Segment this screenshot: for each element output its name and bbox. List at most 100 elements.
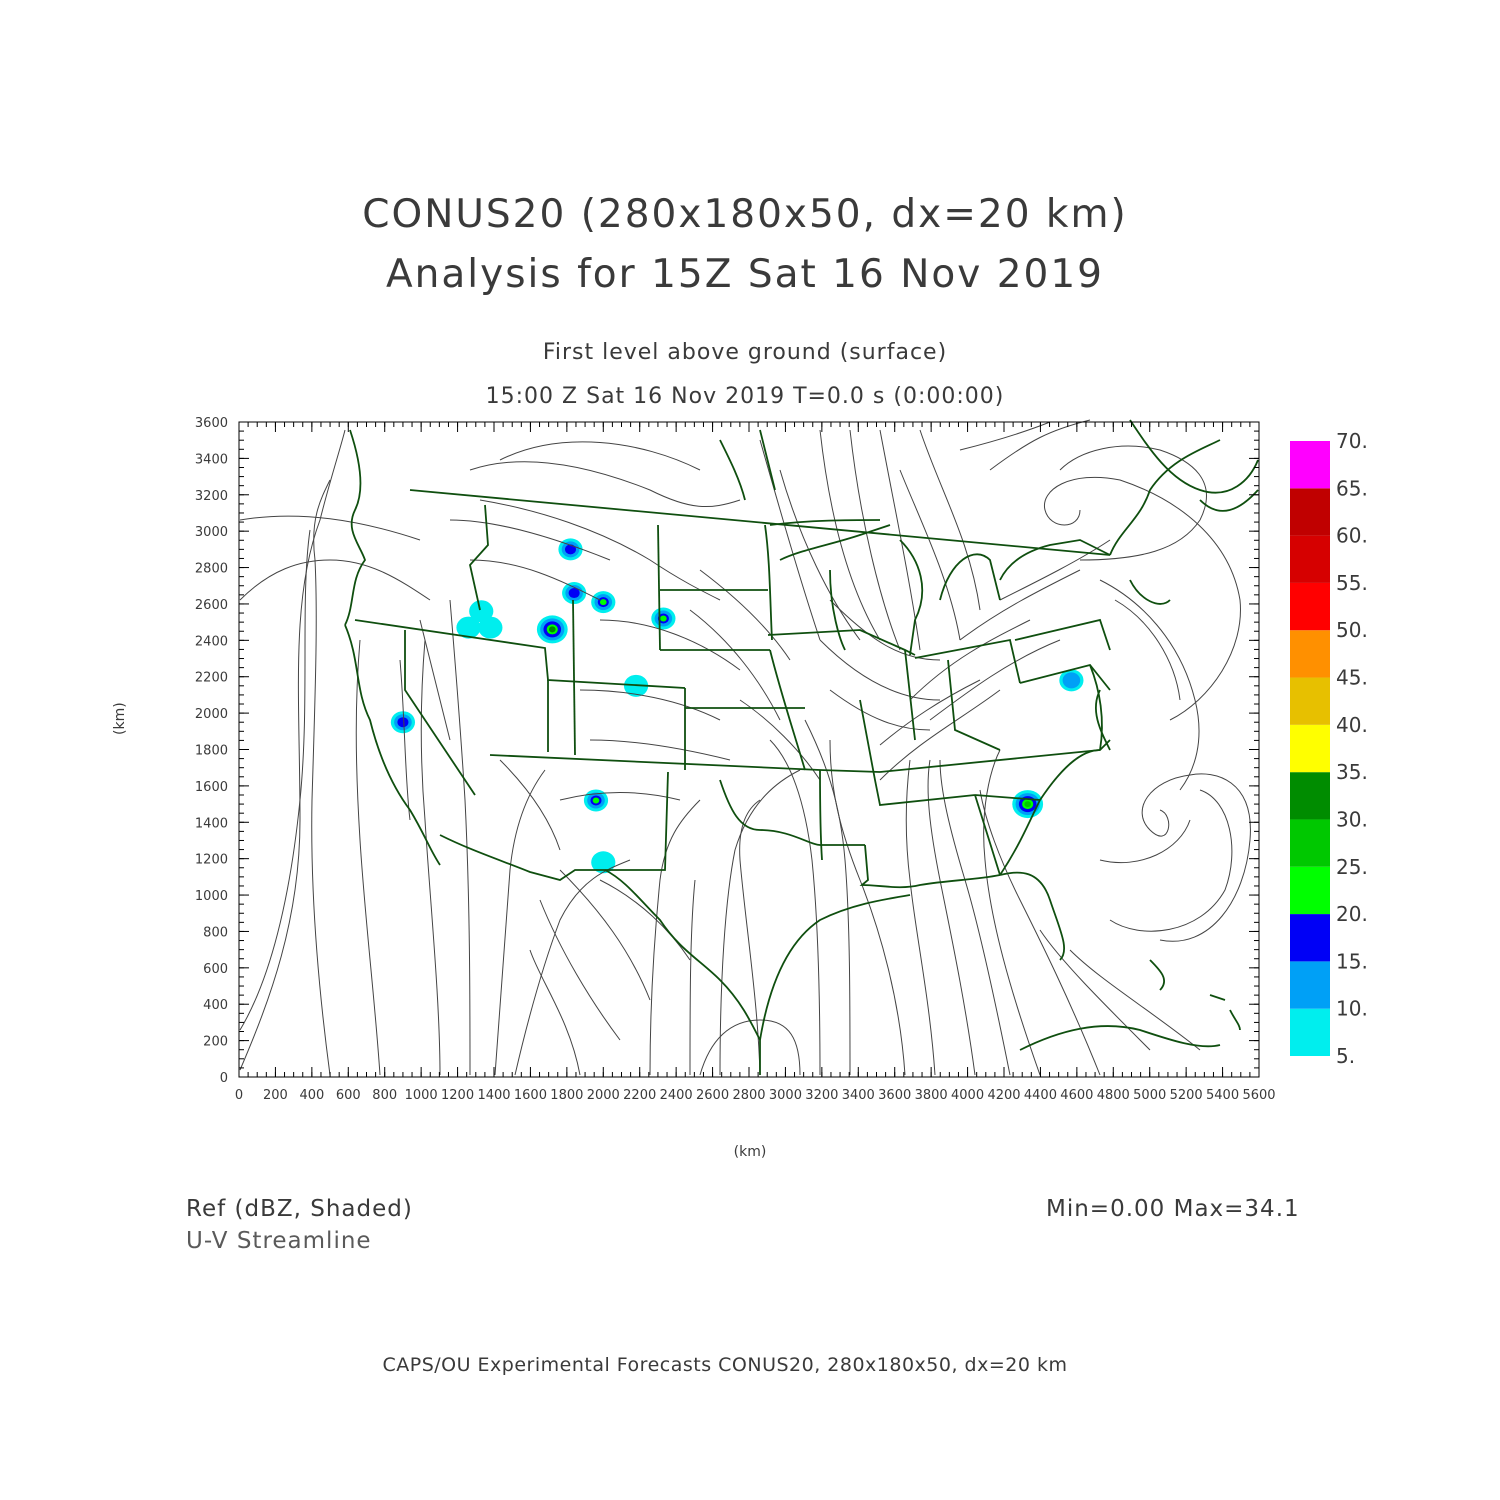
colorbar-label: 25. [1336, 855, 1368, 879]
x-tick-label: 2800 [732, 1088, 765, 1103]
y-tick-label: 2400 [195, 634, 228, 649]
state-and-coast-boundaries [344, 419, 1259, 1075]
y-tick-label: 3400 [195, 452, 228, 467]
colorbar-label: 35. [1336, 760, 1368, 784]
y-tick-label: 200 [203, 1035, 228, 1050]
y-tick-label: 2200 [195, 671, 228, 686]
y-tick-label: 2600 [195, 598, 228, 613]
x-tick-label: 600 [336, 1088, 361, 1103]
colorbar-swatch [1290, 914, 1330, 962]
y-tick-label: 1400 [195, 816, 228, 831]
echo-cell [1062, 672, 1081, 689]
colorbar-swatch [1290, 961, 1330, 1009]
colorbar-swatch [1290, 866, 1330, 915]
y-tick-label: 1000 [195, 889, 228, 904]
x-tick-label: 1800 [550, 1088, 583, 1103]
x-tick-label: 2400 [660, 1088, 693, 1103]
echo-cell [599, 599, 607, 606]
time-subtitle: 15:00 Z Sat 16 Nov 2019 T=0.0 s (0:00:00… [485, 384, 1005, 409]
x-tick-labels: 0 200 400 600 800 1000 1200 1400 1600 1800 2000 220… [235, 1088, 1276, 1103]
y-tick-label: 1200 [195, 853, 228, 868]
colorbar-label: 10. [1336, 997, 1368, 1021]
colorbar-label: 15. [1336, 949, 1368, 973]
colorbar-label: 60. [1336, 524, 1368, 548]
x-tick-label: 1000 [405, 1088, 438, 1103]
x-tick-label: 800 [372, 1088, 397, 1103]
x-tick-label: 2600 [696, 1088, 729, 1103]
echo-cell [478, 616, 503, 639]
colorbar-swatch [1290, 535, 1330, 583]
title-line-1: CONUS20 (280x180x50, dx=20 km) [362, 192, 1128, 237]
x-tick-label: 3200 [805, 1088, 838, 1103]
colorbar-label: 70. [1336, 429, 1368, 453]
x-tick-label: 5600 [1242, 1088, 1275, 1103]
colorbar-swatch [1290, 677, 1330, 725]
echo-cell [660, 615, 667, 622]
y-tick-label: 600 [203, 962, 228, 977]
x-tick-label: 2000 [587, 1088, 620, 1103]
streamline-legend: U-V Streamline [186, 1228, 372, 1254]
x-tick-label: 5400 [1206, 1088, 1239, 1103]
x-tick-label: 200 [263, 1088, 288, 1103]
echo-cell [565, 544, 576, 555]
y-tick-label: 800 [203, 925, 228, 940]
y-tick-label: 1800 [195, 744, 228, 759]
y-axis-label: (km) [112, 702, 128, 735]
echo-cell [548, 626, 556, 633]
y-tick-label: 3000 [195, 525, 228, 540]
echo-cell [591, 851, 616, 874]
plot-frame [238, 421, 1260, 1078]
y-tick-label: 400 [203, 998, 228, 1013]
level-subtitle: First level above ground (surface) [542, 340, 948, 365]
echo-cell [592, 797, 600, 804]
y-tick-label: 1600 [195, 780, 228, 795]
min-max-label: Min=0.00 Max=34.1 [1046, 1196, 1300, 1222]
colorbar-label: 45. [1336, 666, 1368, 690]
footer-credit: CAPS/OU Experimental Forecasts CONUS20, … [382, 1354, 1068, 1376]
uv-streamlines [239, 419, 1251, 1076]
x-tick-label: 0 [235, 1088, 243, 1103]
colorbar-label: 20. [1336, 902, 1368, 926]
x-axis-label: (km) [733, 1144, 767, 1160]
y-tick-label: 3200 [195, 489, 228, 504]
reflectivity-shading [390, 538, 1084, 874]
x-tick-label: 4800 [1097, 1088, 1130, 1103]
x-tick-label: 3600 [878, 1088, 911, 1103]
y-tick-label: 2000 [195, 707, 228, 722]
minor-ticks [238, 421, 1260, 1078]
x-tick-label: 4200 [987, 1088, 1020, 1103]
echo-cell [469, 600, 494, 623]
x-tick-label: 5000 [1133, 1088, 1166, 1103]
y-tick-label: 2800 [195, 562, 228, 577]
colorbar-label: 50. [1336, 618, 1368, 642]
colorbar-swatch [1290, 582, 1330, 631]
echo-cell [456, 616, 481, 639]
colorbar: 5. 10. 15. 20. 25. 30. 35. 40. 45. 50. 55. 60. 65. 70… [1290, 429, 1368, 1068]
colorbar-swatch [1290, 441, 1330, 489]
echo-cell [1024, 801, 1031, 808]
x-tick-label: 4600 [1060, 1088, 1093, 1103]
colorbar-label: 40. [1336, 713, 1368, 737]
colorbar-swatch [1290, 772, 1330, 820]
title-line-2: Analysis for 15Z Sat 16 Nov 2019 [386, 252, 1104, 297]
colorbar-swatch [1290, 724, 1330, 773]
y-tick-label: 3600 [195, 416, 228, 431]
field-legend: Ref (dBZ, Shaded) [186, 1196, 413, 1222]
y-tick-label: 0 [220, 1071, 228, 1086]
x-tick-label: 4000 [951, 1088, 984, 1103]
x-tick-label: 400 [299, 1088, 324, 1103]
x-tick-label: 1600 [514, 1088, 547, 1103]
colorbar-label: 30. [1336, 807, 1368, 831]
x-tick-label: 2200 [623, 1088, 656, 1103]
y-tick-labels: 0 200 400 600 800 1000 1200 1400 1600 1800 2000 220… [195, 416, 228, 1086]
colorbar-swatch [1290, 1008, 1330, 1056]
x-tick-label: 3000 [769, 1088, 802, 1103]
x-tick-label: 5200 [1170, 1088, 1203, 1103]
x-tick-label: 3400 [842, 1088, 875, 1103]
echo-cell [397, 717, 409, 728]
x-tick-label: 1200 [441, 1088, 474, 1103]
colorbar-label: 65. [1336, 476, 1368, 500]
x-tick-label: 1400 [477, 1088, 510, 1103]
colorbar-label: 5. [1336, 1044, 1355, 1068]
